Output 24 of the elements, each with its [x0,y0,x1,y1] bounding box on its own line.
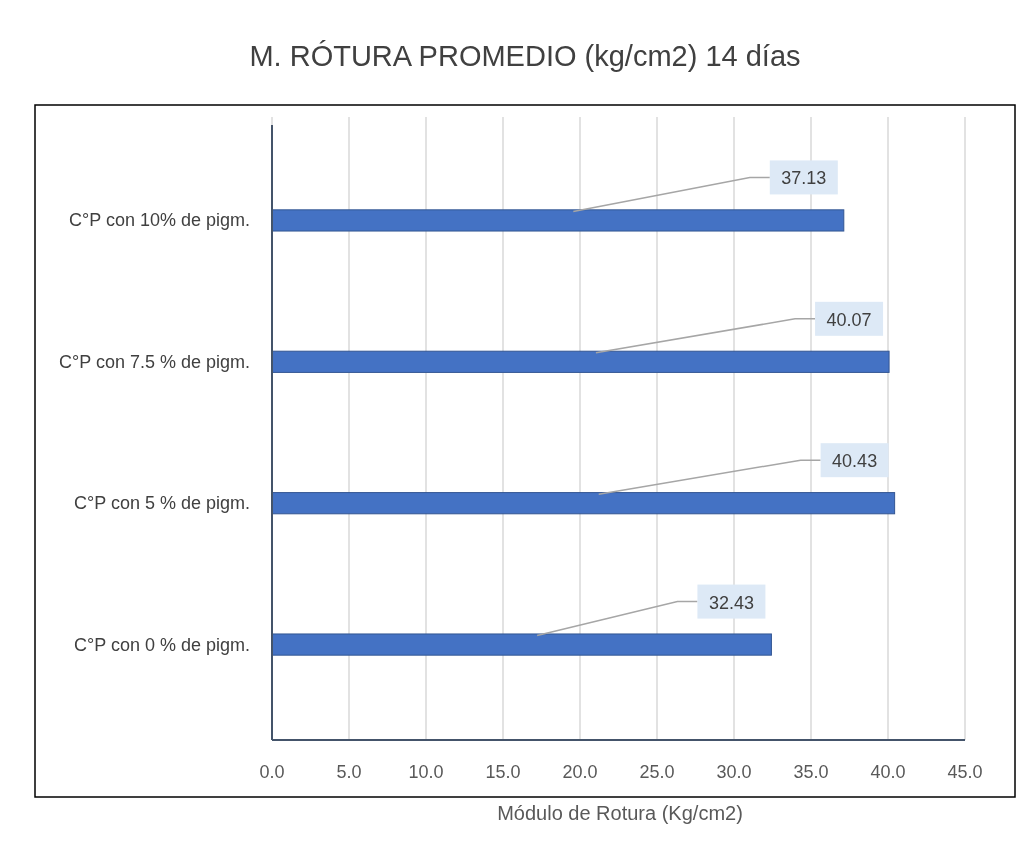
y-tick-label: C°P con 7.5 % de pigm. [59,351,250,372]
x-tick-label: 40.0 [870,762,906,782]
x-tick-label: 0.0 [259,762,285,782]
y-tick-label: C°P con 10% de pigm. [69,210,250,231]
bar [271,633,772,656]
x-tick-label: 35.0 [793,762,829,782]
bar [271,350,890,373]
bar [271,492,896,515]
data-label: 32.43 [708,592,754,613]
x-tick-label: 45.0 [947,762,983,782]
x-tick-label: 30.0 [716,762,752,782]
x-tick-label: 20.0 [562,762,598,782]
y-tick-label: C°P con 5 % de pigm. [74,493,250,514]
chart-title: M. RÓTURA PROMEDIO (kg/cm2) 14 días [249,40,801,72]
x-axis-title: Módulo de Rotura (Kg/cm2) [497,802,743,824]
data-label: 40.07 [826,309,872,330]
y-tick-label: C°P con 0 % de pigm. [74,634,250,655]
x-tick-label: 15.0 [485,762,521,782]
x-tick-label: 5.0 [336,762,362,782]
bar [271,209,845,232]
data-label: 40.43 [832,451,878,472]
x-tick-label: 25.0 [639,762,675,782]
data-label: 37.13 [781,168,827,189]
x-tick-label: 10.0 [408,762,444,782]
